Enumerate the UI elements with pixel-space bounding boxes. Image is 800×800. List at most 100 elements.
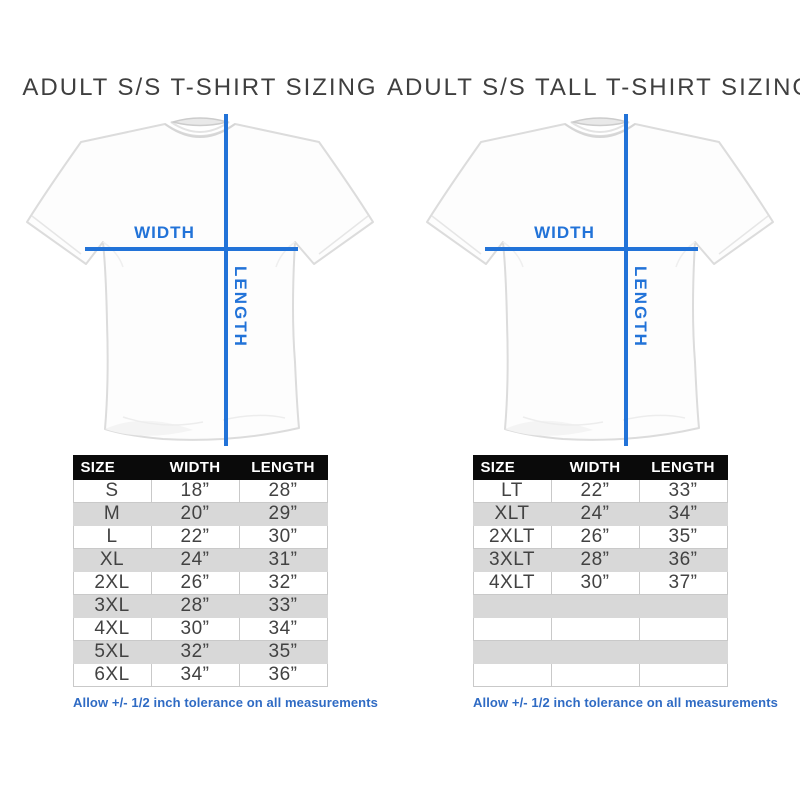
hem-wrinkle xyxy=(122,416,204,426)
length-cell: 32” xyxy=(238,571,328,595)
width-cell: 20” xyxy=(150,502,240,526)
width-line xyxy=(85,247,298,251)
size-cell: XL xyxy=(72,548,152,572)
width-cell: 22” xyxy=(150,525,240,549)
table-row: S 18” 28” xyxy=(72,479,328,503)
length-cell: 35” xyxy=(638,525,728,549)
table-header-width: WIDTH xyxy=(550,455,640,480)
table-row: 3XL 28” 33” xyxy=(72,594,328,618)
width-cell xyxy=(550,640,640,664)
left-cuff-seam xyxy=(31,215,82,255)
panel-adult: ADULT S/S T-SHIRT SIZING WIDTH LENGTH xyxy=(22,74,378,710)
width-line xyxy=(485,247,698,251)
collar-inner xyxy=(170,121,230,133)
size-cell: S xyxy=(72,479,152,503)
width-cell: 32” xyxy=(150,640,240,664)
table-row: 5XL 32” 35” xyxy=(72,640,328,664)
table-header-size: SIZE xyxy=(472,455,552,480)
width-cell: 28” xyxy=(150,594,240,618)
width-cell: 24” xyxy=(550,502,640,526)
length-cell: 33” xyxy=(638,479,728,503)
tshirt-body xyxy=(426,123,774,441)
width-cell: 30” xyxy=(550,571,640,595)
size-cell: 2XLT xyxy=(472,525,552,549)
width-cell: 26” xyxy=(150,571,240,595)
table-row: 6XL 34” 36” xyxy=(72,663,328,687)
width-cell: 26” xyxy=(550,525,640,549)
length-line xyxy=(224,114,228,446)
table-row: 4XLT 30” 37” xyxy=(472,571,728,595)
size-table: SIZE WIDTH LENGTH S 18” 28” M 20” 29” L 22” 30” X… xyxy=(72,455,328,687)
tshirt-body xyxy=(26,123,374,441)
size-cell xyxy=(472,640,552,664)
table-row-empty xyxy=(472,640,728,664)
length-cell: 34” xyxy=(238,617,328,641)
size-table: SIZE WIDTH LENGTH LT 22” 33” XLT 24” 34” 2XLT 2… xyxy=(472,455,728,687)
tolerance-note: Allow +/- 1/2 inch tolerance on all meas… xyxy=(473,695,778,710)
table-header-row: SIZE WIDTH LENGTH xyxy=(72,455,328,480)
page-title: ADULT S/S TALL T-SHIRT SIZING xyxy=(386,74,800,101)
left-cuff-seam xyxy=(431,215,482,255)
table-row: 2XL 26” 32” xyxy=(72,571,328,595)
size-cell: 4XL xyxy=(72,617,152,641)
tshirt-image xyxy=(26,117,374,441)
width-cell xyxy=(550,663,640,687)
table-row-empty xyxy=(472,663,728,687)
table-row: 3XLT 28” 36” xyxy=(472,548,728,572)
length-cell: 31” xyxy=(238,548,328,572)
length-cell: 29” xyxy=(238,502,328,526)
table-header-row: SIZE WIDTH LENGTH xyxy=(472,455,728,480)
length-cell: 36” xyxy=(238,663,328,687)
length-cell xyxy=(638,594,728,618)
length-label: LENGTH xyxy=(231,266,250,348)
hem-wrinkle xyxy=(522,416,604,426)
page-title: ADULT S/S T-SHIRT SIZING xyxy=(22,74,378,101)
tolerance-note: Allow +/- 1/2 inch tolerance on all meas… xyxy=(73,695,378,710)
size-cell: 2XL xyxy=(72,571,152,595)
hem-wrinkle xyxy=(622,414,686,421)
size-cell xyxy=(472,663,552,687)
length-cell: 33” xyxy=(238,594,328,618)
table-row: XL 24” 31” xyxy=(72,548,328,572)
size-cell xyxy=(472,617,552,641)
collar-back xyxy=(570,117,630,127)
length-cell: 35” xyxy=(238,640,328,664)
size-cell: 4XLT xyxy=(472,571,552,595)
width-cell xyxy=(550,594,640,618)
width-label: WIDTH xyxy=(134,223,195,242)
table-row: XLT 24” 34” xyxy=(472,502,728,526)
tshirt-figure: WIDTH LENGTH xyxy=(23,112,377,448)
size-cell: M xyxy=(72,502,152,526)
width-cell: 30” xyxy=(150,617,240,641)
width-cell: 34” xyxy=(150,663,240,687)
size-cell: 5XL xyxy=(72,640,152,664)
table-row-empty xyxy=(472,594,728,618)
length-cell xyxy=(638,663,728,687)
left-armpit-wrinkle xyxy=(102,241,124,268)
table-header-size: SIZE xyxy=(72,455,152,480)
width-cell: 28” xyxy=(550,548,640,572)
table-header-length: LENGTH xyxy=(638,455,728,480)
table-header-width: WIDTH xyxy=(150,455,240,480)
tshirt-image xyxy=(426,117,774,441)
size-cell: 6XL xyxy=(72,663,152,687)
length-cell xyxy=(638,640,728,664)
collar-back xyxy=(170,117,230,127)
table-row: LT 22” 33” xyxy=(472,479,728,503)
size-cell xyxy=(472,594,552,618)
length-cell: 36” xyxy=(638,548,728,572)
length-label: LENGTH xyxy=(631,266,650,348)
table-row: 4XL 30” 34” xyxy=(72,617,328,641)
collar-outer xyxy=(164,123,236,138)
right-cuff-seam xyxy=(718,215,769,255)
size-cell: 3XL xyxy=(72,594,152,618)
length-cell: 37” xyxy=(638,571,728,595)
tshirt-figure: WIDTH LENGTH xyxy=(423,112,777,448)
table-header-length: LENGTH xyxy=(238,455,328,480)
collar-inner xyxy=(570,121,630,133)
right-armpit-wrinkle xyxy=(675,241,696,268)
length-cell xyxy=(638,617,728,641)
right-cuff-seam xyxy=(318,215,369,255)
width-label: WIDTH xyxy=(534,223,595,242)
width-cell: 24” xyxy=(150,548,240,572)
